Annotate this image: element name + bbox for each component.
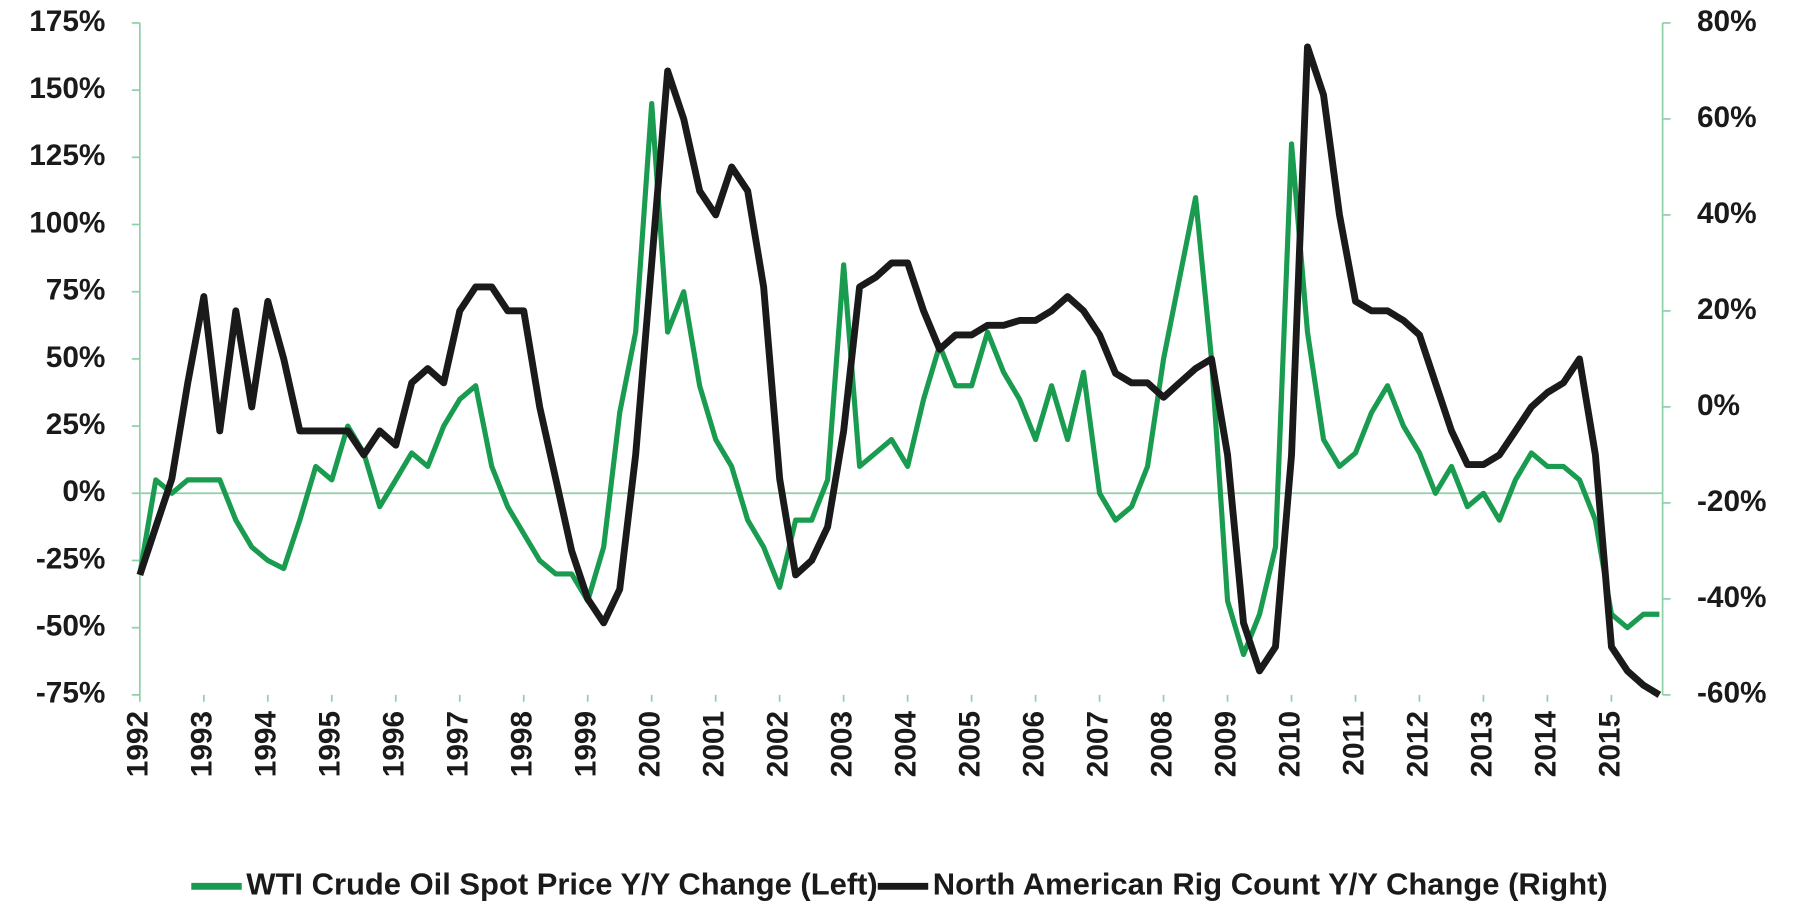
x-tick-label: 1999	[570, 711, 603, 777]
series-line	[137, 100, 1660, 658]
x-tick-label: 2003	[826, 711, 859, 777]
y-tick-label: -75%	[36, 677, 106, 710]
y-tick-label: 0%	[62, 475, 105, 508]
x-tick-label: 2010	[1273, 711, 1306, 777]
y-tick-label: 50%	[46, 341, 106, 374]
y-tick-label: 25%	[46, 408, 106, 441]
series-line	[136, 43, 1662, 698]
y2-tick-label: 40%	[1697, 197, 1757, 230]
y2-tick-label: 0%	[1697, 389, 1740, 422]
x-tick-label: 2000	[634, 711, 667, 777]
y-tick-label: -25%	[36, 542, 106, 575]
x-tick-label: 1994	[250, 711, 283, 778]
x-tick-label: 2007	[1081, 711, 1114, 777]
y2-tick-label: 80%	[1697, 5, 1757, 38]
x-tick-label: 2008	[1145, 711, 1178, 777]
x-tick-label: 2009	[1209, 711, 1242, 777]
x-tick-label: 2011	[1337, 711, 1370, 776]
y-tick-label: 125%	[29, 139, 105, 172]
y-tick-label: 150%	[29, 72, 105, 105]
x-tick-label: 2006	[1017, 711, 1050, 777]
x-tick-label: 2004	[889, 711, 922, 778]
y-tick-label: -50%	[36, 610, 106, 643]
y-tick-label: 75%	[46, 274, 106, 307]
x-tick-label: 2005	[953, 711, 986, 777]
x-tick-label: 2014	[1529, 711, 1562, 778]
x-tick-label: 1993	[186, 711, 219, 777]
x-tick-label: 2012	[1401, 711, 1434, 777]
y2-tick-label: 60%	[1697, 101, 1757, 134]
legend-label: WTI Crude Oil Spot Price Y/Y Change (Lef…	[246, 867, 877, 902]
x-tick-label: 1997	[442, 711, 475, 777]
y2-tick-label: -40%	[1697, 581, 1767, 614]
legend-label: North American Rig Count Y/Y Change (Rig…	[933, 867, 1608, 902]
x-tick-label: 1995	[314, 711, 347, 777]
x-tick-label: 1998	[506, 711, 539, 777]
y2-tick-label: -20%	[1697, 485, 1767, 518]
x-tick-label: 2015	[1593, 711, 1626, 777]
x-tick-label: 1992	[122, 711, 155, 777]
x-tick-label: 2001	[698, 711, 731, 777]
x-tick-label: 2002	[762, 711, 795, 777]
x-tick-label: 1996	[378, 711, 411, 777]
y2-tick-label: -60%	[1697, 677, 1767, 710]
x-tick-label: 2013	[1465, 711, 1498, 777]
y-tick-label: 100%	[29, 206, 105, 239]
y-tick-label: 175%	[29, 5, 105, 38]
y2-tick-label: 20%	[1697, 293, 1757, 326]
